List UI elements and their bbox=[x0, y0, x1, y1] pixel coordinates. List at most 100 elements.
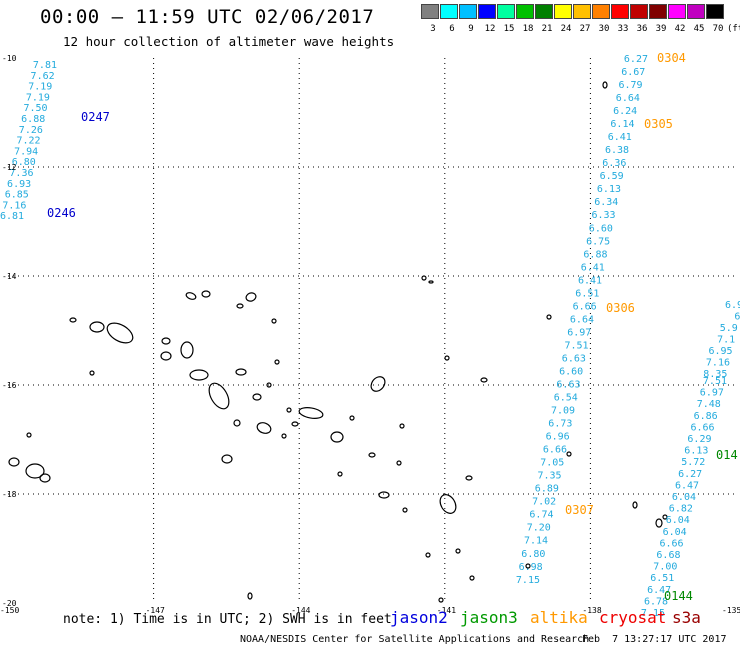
island-outline bbox=[26, 432, 32, 438]
legend-jason3: jason3 bbox=[460, 608, 518, 627]
island-outline bbox=[439, 494, 457, 514]
swh-value-mid-track: 6.27 bbox=[624, 54, 648, 65]
island-outline bbox=[525, 563, 531, 569]
island-outline bbox=[89, 321, 105, 333]
island-outline bbox=[465, 475, 473, 481]
color-swatch bbox=[630, 4, 648, 19]
swh-value-mid-track: 7.15 bbox=[516, 575, 540, 586]
island-outline bbox=[425, 552, 431, 558]
island-outline bbox=[69, 317, 77, 323]
swh-value-mid-track: 6.66 bbox=[573, 301, 597, 312]
swh-value-right-track: 6.78 bbox=[644, 596, 668, 607]
color-swatch bbox=[649, 4, 667, 19]
island-outline bbox=[349, 415, 355, 421]
swh-value-mid-track: 6.51 bbox=[575, 288, 599, 299]
island-outline bbox=[236, 303, 244, 309]
swh-value-left-track: 7.62 bbox=[31, 71, 55, 82]
island-outline bbox=[480, 377, 488, 383]
legend-jason2: jason2 bbox=[390, 608, 448, 627]
island-outline bbox=[298, 407, 324, 419]
color-scale-label: (ft) bbox=[727, 24, 740, 34]
color-scale-label: 39 bbox=[655, 24, 667, 34]
swh-value-left-track: 6.88 bbox=[21, 114, 45, 125]
island-outline bbox=[185, 292, 197, 300]
swh-value-right-track: 7.16 bbox=[706, 358, 730, 369]
swh-value-mid-track: 6.63 bbox=[562, 353, 586, 364]
swh-value-mid-track: 6.60 bbox=[589, 223, 613, 234]
swh-value-left-track: 6.85 bbox=[5, 190, 29, 201]
swh-value-right-track: 6.27 bbox=[678, 469, 702, 480]
swh-value-left-track: 6.81 bbox=[0, 211, 24, 222]
island-outline bbox=[233, 419, 241, 427]
swh-value-left-track: 7.16 bbox=[2, 200, 26, 211]
pass-id-label: 0304 bbox=[657, 51, 686, 65]
swh-value-right-track: 6.82 bbox=[669, 504, 693, 515]
swh-value-right-track: 6 bbox=[734, 312, 740, 323]
swh-value-mid-track: 6.64 bbox=[570, 314, 594, 325]
color-scale-label: 45 bbox=[693, 24, 705, 34]
color-scale-label: 12 bbox=[484, 24, 496, 34]
island-outline bbox=[274, 359, 280, 365]
lon-tick-label: -141 bbox=[437, 606, 456, 615]
pass-id-label: 0246 bbox=[47, 206, 76, 220]
color-swatch bbox=[478, 4, 496, 19]
swh-value-mid-track: 6.41 bbox=[581, 262, 605, 273]
island-outline bbox=[330, 431, 344, 443]
color-scale-label: 27 bbox=[579, 24, 591, 34]
island-outline bbox=[378, 491, 390, 499]
lat-tick-label: -20 bbox=[2, 599, 17, 608]
swh-value-left-track: 7.19 bbox=[28, 82, 52, 93]
color-swatch bbox=[516, 4, 534, 19]
island-outline bbox=[421, 275, 427, 281]
color-swatch bbox=[497, 4, 515, 19]
lat-tick-label: -10 bbox=[2, 54, 17, 63]
island-outline bbox=[271, 318, 277, 324]
lon-tick-label: -150 bbox=[0, 606, 19, 615]
island-outline bbox=[161, 337, 171, 345]
island-outline bbox=[25, 463, 45, 479]
color-swatch bbox=[459, 4, 477, 19]
swh-value-mid-track: 6.38 bbox=[605, 145, 629, 156]
lon-tick-label: -135 bbox=[722, 606, 740, 615]
pass-id-label: 0306 bbox=[606, 301, 635, 315]
island-outline bbox=[281, 433, 287, 439]
island-outline bbox=[39, 473, 51, 483]
swh-value-right-track: 7.00 bbox=[653, 562, 677, 573]
color-swatch bbox=[554, 4, 572, 19]
color-scale-label: 70 bbox=[712, 24, 724, 34]
swh-value-right-track: 6.51 bbox=[650, 573, 674, 584]
island-outline bbox=[469, 575, 475, 581]
swh-value-right-track: 6.68 bbox=[656, 550, 680, 561]
island-outline bbox=[160, 351, 172, 361]
island-outline bbox=[399, 423, 405, 429]
pass-id-label: 0305 bbox=[644, 117, 673, 131]
swh-value-left-track: 7.50 bbox=[24, 103, 48, 114]
swh-value-mid-track: 6.64 bbox=[616, 93, 640, 104]
swh-value-left-track: 7.81 bbox=[33, 60, 57, 71]
swh-value-mid-track: 6.54 bbox=[554, 393, 578, 404]
swh-value-mid-track: 6.24 bbox=[613, 106, 637, 117]
island-outline bbox=[221, 454, 233, 464]
color-swatch bbox=[535, 4, 553, 19]
island-outline bbox=[291, 421, 299, 427]
swh-value-mid-track: 6.41 bbox=[578, 275, 602, 286]
swh-value-left-track: 7.36 bbox=[9, 168, 33, 179]
color-scale-label: 18 bbox=[522, 24, 534, 34]
swh-value-mid-track: 6.36 bbox=[602, 158, 626, 169]
swh-value-mid-track: 6.63 bbox=[556, 380, 580, 391]
island-outline bbox=[266, 382, 272, 388]
swh-value-right-track: 6.47 bbox=[647, 585, 671, 596]
island-outline bbox=[546, 314, 552, 320]
island-outline bbox=[337, 471, 343, 477]
swh-value-mid-track: 7.02 bbox=[532, 497, 556, 508]
lat-tick-label: -16 bbox=[2, 381, 17, 390]
swh-value-right-track: 6.29 bbox=[687, 434, 711, 445]
pass-id-label: 014 bbox=[716, 448, 738, 462]
swh-value-left-track: 7.19 bbox=[26, 92, 50, 103]
island-outline bbox=[235, 368, 247, 376]
island-outline bbox=[252, 393, 262, 401]
swh-value-mid-track: 6.34 bbox=[594, 197, 618, 208]
map-subtitle: 12 hour collection of altimeter wave hei… bbox=[63, 34, 395, 49]
